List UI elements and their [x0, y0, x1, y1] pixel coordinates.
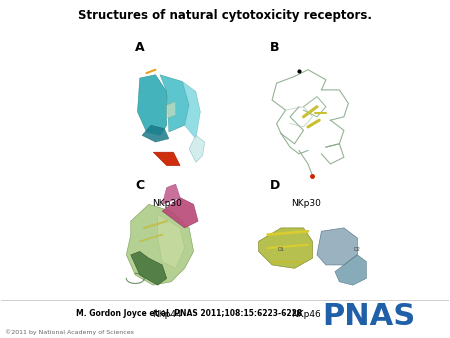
Text: M. Gordon Joyce et al. PNAS 2011;108:15:6223-6228: M. Gordon Joyce et al. PNAS 2011;108:15:…: [76, 309, 302, 318]
Text: PNAS: PNAS: [322, 301, 415, 331]
Text: NKp30: NKp30: [152, 199, 182, 208]
Text: A: A: [135, 41, 145, 54]
Polygon shape: [138, 75, 166, 135]
Polygon shape: [142, 125, 169, 142]
Polygon shape: [189, 135, 205, 162]
Polygon shape: [162, 198, 198, 228]
Polygon shape: [162, 184, 180, 204]
Text: ©2011 by National Academy of Sciences: ©2011 by National Academy of Sciences: [5, 329, 134, 335]
Polygon shape: [317, 228, 357, 265]
Text: D: D: [270, 179, 280, 192]
Text: B: B: [270, 41, 279, 54]
Polygon shape: [335, 255, 366, 285]
Text: NKp30: NKp30: [291, 199, 321, 208]
Text: D1: D1: [278, 247, 284, 252]
Polygon shape: [126, 204, 194, 285]
Polygon shape: [131, 251, 166, 285]
Text: D2: D2: [354, 247, 361, 252]
Polygon shape: [158, 214, 184, 268]
Polygon shape: [166, 102, 176, 119]
Polygon shape: [182, 81, 200, 139]
Text: NKp44: NKp44: [152, 310, 181, 319]
Polygon shape: [160, 75, 189, 132]
Text: NKp46: NKp46: [291, 310, 320, 319]
Polygon shape: [259, 228, 312, 268]
Text: C: C: [135, 179, 144, 192]
Text: Structures of natural cytotoxicity receptors.: Structures of natural cytotoxicity recep…: [78, 9, 372, 22]
Polygon shape: [153, 152, 180, 166]
